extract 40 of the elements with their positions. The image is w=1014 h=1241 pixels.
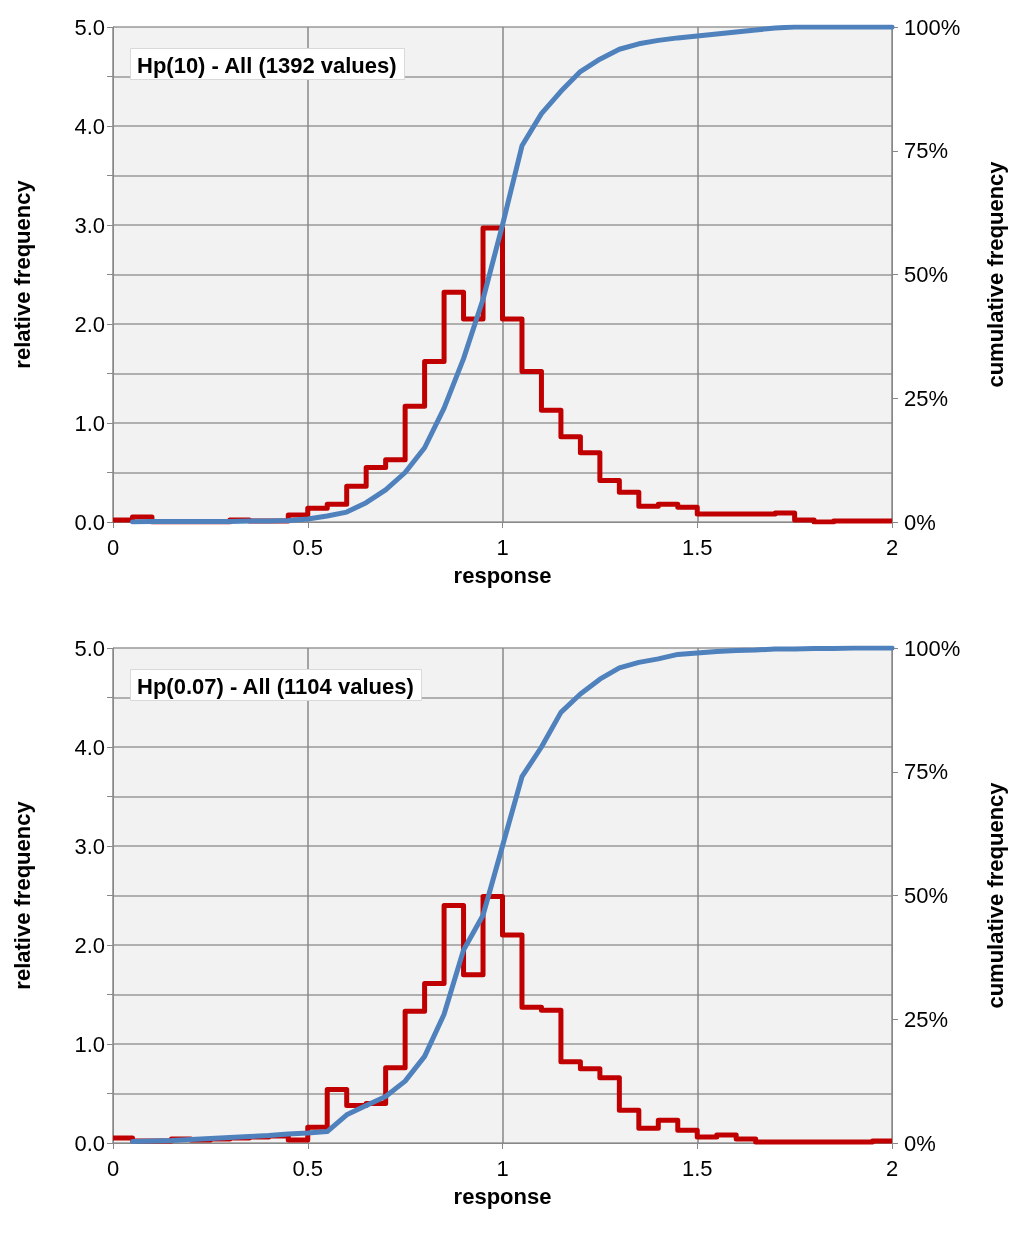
y-tick-label: 0.0 bbox=[74, 509, 105, 535]
y2-tick-label: 25% bbox=[904, 1006, 949, 1032]
y2-tick-label: 50% bbox=[904, 262, 949, 287]
y-tick-label: 1.0 bbox=[74, 1031, 105, 1057]
y2-tick-label: 75% bbox=[904, 138, 949, 164]
y-tick-label: 3.0 bbox=[74, 212, 105, 238]
y2-axis-title: cumulative frequency bbox=[982, 781, 1008, 1009]
y-tick-label: 1.0 bbox=[74, 410, 105, 436]
x-axis-title: response bbox=[453, 562, 552, 588]
y-tick-label: 5.0 bbox=[74, 14, 105, 40]
x-tick-label: 1.5 bbox=[681, 1155, 713, 1181]
y-tick-label: 2.0 bbox=[74, 311, 105, 337]
x-tick-label: 0.5 bbox=[292, 534, 324, 560]
x-tick-label: 0 bbox=[106, 534, 120, 560]
y-tick-label: 4.0 bbox=[74, 734, 105, 760]
y2-tick-label: 75% bbox=[904, 759, 949, 785]
y2-tick-label: 100% bbox=[904, 14, 961, 40]
y2-tick-label: 25% bbox=[904, 385, 949, 411]
y2-tick-label: 0% bbox=[904, 509, 936, 535]
y2-tick-label: 50% bbox=[904, 883, 949, 908]
text: Hp(0.07) - All (1104 values) bbox=[137, 673, 414, 699]
x-tick-label: 1 bbox=[496, 534, 509, 560]
x-tick-label: 2 bbox=[885, 1155, 899, 1181]
y2-tick-label: 0% bbox=[904, 1130, 936, 1156]
y-tick-label: 4.0 bbox=[74, 113, 105, 139]
y2-tick-label: 100% bbox=[904, 635, 961, 661]
x-tick-label: 2 bbox=[885, 534, 899, 560]
y-tick-label: 0.0 bbox=[74, 1130, 105, 1156]
x-tick-label: 0.5 bbox=[292, 1155, 324, 1181]
x-tick-label: 0 bbox=[106, 1155, 120, 1181]
y2-axis-title: cumulative frequency bbox=[982, 160, 1008, 388]
text: Hp(10) - All (1392 values) bbox=[137, 52, 397, 78]
y-axis-title: relative frequency bbox=[9, 800, 35, 990]
x-tick-label: 1 bbox=[496, 1155, 509, 1181]
y-tick-label: 2.0 bbox=[74, 932, 105, 958]
y-axis-title: relative frequency bbox=[9, 179, 35, 369]
y-tick-label: 3.0 bbox=[74, 833, 105, 859]
y-tick-label: 5.0 bbox=[74, 635, 105, 661]
x-tick-label: 1.5 bbox=[681, 534, 713, 560]
x-axis-title: response bbox=[453, 1183, 552, 1209]
